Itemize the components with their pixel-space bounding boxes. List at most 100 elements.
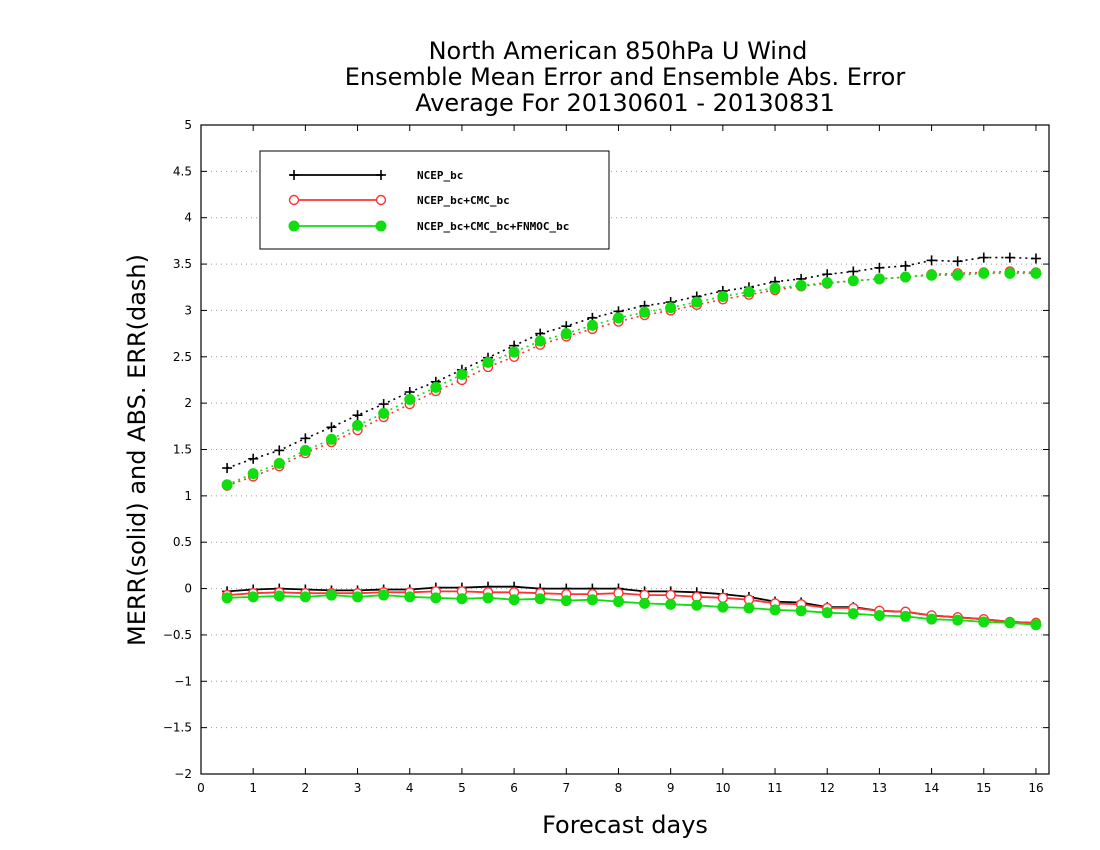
- abs-err-point: [952, 269, 964, 281]
- x-tick-label: 13: [872, 781, 887, 795]
- y-tick-label: 5: [184, 118, 192, 132]
- mean-err-point: [299, 591, 311, 603]
- abs-err-point: [952, 256, 963, 267]
- x-axis-label: Forecast days: [542, 811, 708, 839]
- abs-err-point: [247, 468, 259, 480]
- legend-marker: [288, 194, 300, 206]
- mean-err-line: [227, 594, 1037, 626]
- y-tick-label: −0.5: [163, 628, 192, 642]
- abs-err-point: [378, 407, 390, 419]
- mean-err-point: [273, 590, 285, 602]
- abs-err-point: [456, 368, 468, 380]
- abs-err-point: [848, 266, 859, 277]
- x-tick-label: 6: [510, 781, 518, 795]
- mean-err-point: [691, 599, 703, 611]
- mean-err-point: [1004, 617, 1016, 629]
- mean-err-point: [769, 604, 781, 616]
- mean-err-point: [639, 597, 651, 609]
- abs-err-point: [769, 282, 781, 294]
- abs-err-point: [534, 335, 546, 347]
- mean-err-point: [978, 616, 990, 628]
- axis-ticks: −2−1.5−1−0.500.511.522.533.544.550 1 2 3 4 5 6…: [163, 118, 1049, 795]
- mean-err-point: [456, 593, 468, 605]
- abs-err-point: [300, 433, 311, 444]
- y-tick-label: −1.5: [163, 721, 192, 735]
- legend-item: NCEP_bc: [289, 169, 463, 182]
- abs-err-point: [926, 269, 938, 281]
- abs-err-point: [1004, 252, 1015, 263]
- y-tick-label: 1: [184, 489, 192, 503]
- mean-err-point: [899, 610, 911, 622]
- legend-item: NCEP_bc+CMC_bc+FNMOC_bc: [288, 220, 569, 233]
- abs-err-point: [873, 273, 885, 285]
- legend-marker: [289, 170, 299, 180]
- mean-err-point: [717, 592, 729, 604]
- y-tick-label: 4.5: [173, 164, 192, 178]
- legend-label: NCEP_bc+CMC_bc: [417, 194, 510, 207]
- x-tick-label: 7: [562, 781, 570, 795]
- y-tick-label: 2: [184, 396, 192, 410]
- mean-err-point: [612, 596, 624, 608]
- abs-err-point: [639, 306, 651, 318]
- x-tick-label: 9: [667, 781, 675, 795]
- title-line-2: Ensemble Mean Error and Ensemble Abs. Er…: [345, 63, 906, 91]
- mean-err-point: [847, 608, 859, 620]
- series-2: [221, 266, 1042, 629]
- mean-err-point: [508, 594, 520, 606]
- mean-err-point: [821, 607, 833, 619]
- mean-err-point: [560, 595, 572, 607]
- y-tick-label: 0: [184, 582, 192, 596]
- x-tick-label: 2: [302, 781, 310, 795]
- abs-err-point: [665, 302, 677, 314]
- x-tick-label: 16: [1028, 781, 1043, 795]
- y-tick-label: 3: [184, 303, 192, 317]
- abs-err-point: [795, 279, 807, 291]
- abs-err-point: [404, 393, 416, 405]
- abs-err-point: [274, 445, 285, 456]
- abs-err-point: [352, 410, 363, 421]
- x-tick-label: 3: [354, 781, 362, 795]
- abs-err-line: [226, 256, 1037, 469]
- legend-marker: [376, 170, 386, 180]
- x-tick-label: 1: [249, 781, 257, 795]
- y-tick-label: 1.5: [173, 443, 192, 457]
- abs-err-point: [900, 260, 911, 271]
- abs-err-point: [222, 463, 233, 474]
- mean-err-point: [352, 591, 364, 603]
- legend-marker: [375, 220, 387, 232]
- abs-err-point: [899, 271, 911, 283]
- y-tick-label: −2: [174, 767, 192, 781]
- x-tick-label: 0: [197, 781, 205, 795]
- series-lines: [221, 252, 1042, 631]
- x-tick-label: 11: [767, 781, 782, 795]
- mean-err-point: [325, 589, 337, 601]
- x-tick-label: 4: [406, 781, 414, 795]
- x-tick-label: 15: [976, 781, 991, 795]
- mean-err-point: [717, 601, 729, 613]
- chart-title: North American 850hPa U Wind Ensemble Me…: [345, 37, 906, 117]
- abs-err-point: [743, 286, 755, 298]
- abs-err-point: [821, 277, 833, 289]
- abs-err-point: [299, 444, 311, 456]
- abs-err-point: [847, 275, 859, 287]
- mean-err-point: [378, 589, 390, 601]
- y-tick-label: 0.5: [173, 535, 192, 549]
- legend-marker: [288, 220, 300, 232]
- abs-err-point: [430, 381, 442, 393]
- abs-err-point: [1004, 267, 1016, 279]
- abs-err-point: [482, 356, 494, 368]
- mean-err-point: [873, 609, 885, 621]
- legend-item: NCEP_bc+CMC_bc: [288, 194, 510, 207]
- abs-err-point: [221, 479, 233, 491]
- grid: [201, 170, 1049, 729]
- mean-err-point: [404, 591, 416, 603]
- abs-err-point: [691, 296, 703, 308]
- y-tick-label: 2.5: [173, 350, 192, 364]
- y-axis-label: MERR(solid) and ABS. ERR(dash): [123, 254, 151, 646]
- mean-err-point: [665, 589, 676, 601]
- mean-err-point: [534, 593, 546, 605]
- legend-label: NCEP_bc: [417, 169, 463, 182]
- abs-err-point: [325, 433, 337, 445]
- mean-err-point: [952, 614, 964, 626]
